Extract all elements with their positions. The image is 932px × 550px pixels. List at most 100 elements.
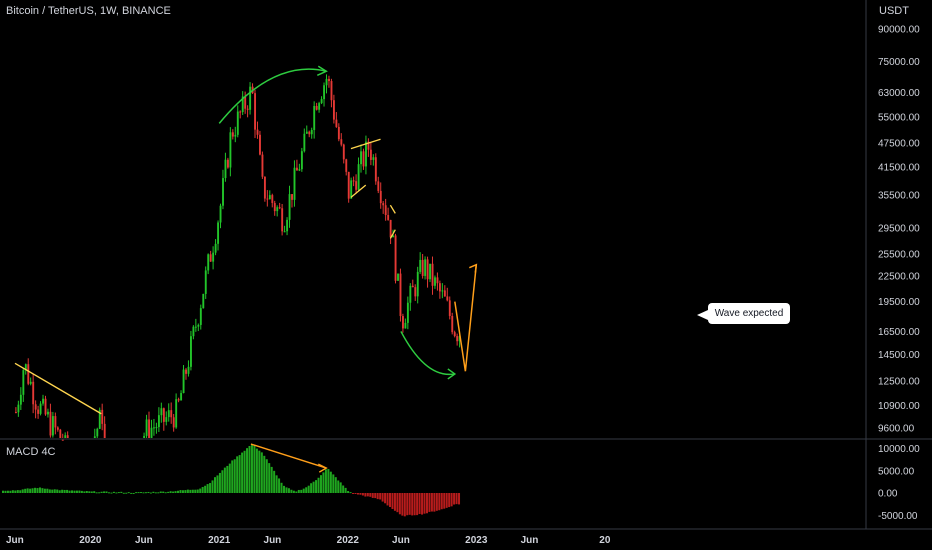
histogram-bar-negative — [391, 493, 394, 509]
histogram-bar-positive — [186, 489, 189, 493]
histogram-bar-positive — [263, 455, 266, 493]
histogram-bar-negative — [408, 493, 411, 515]
candle-body — [330, 81, 333, 101]
histogram-bar-negative — [416, 493, 419, 516]
candle-body — [362, 151, 365, 167]
histogram-bar-positive — [132, 492, 135, 494]
candle-body — [315, 105, 318, 110]
histogram-bar-positive — [213, 477, 216, 493]
candle-body — [426, 259, 429, 280]
histogram-bar-positive — [144, 492, 147, 494]
histogram-bar-negative — [455, 493, 458, 505]
histogram-bar-negative — [381, 493, 384, 502]
candle-body — [303, 133, 306, 152]
histogram-bar-positive — [268, 463, 271, 493]
histogram-bar-positive — [24, 488, 27, 493]
candle-body — [340, 139, 343, 145]
histogram-bar-positive — [41, 488, 44, 493]
candle-body — [320, 99, 323, 104]
wave-expected-callout[interactable]: Wave expected — [708, 303, 790, 324]
histogram-bar-positive — [93, 491, 96, 493]
histogram-bar-positive — [177, 490, 180, 493]
histogram-bar-positive — [85, 490, 88, 493]
histogram-bar-positive — [280, 482, 283, 493]
histogram-bar-positive — [75, 490, 78, 493]
candle-body — [261, 154, 264, 177]
candle-body — [357, 164, 360, 190]
histogram-bar-positive — [80, 490, 83, 493]
candle-body — [276, 207, 279, 212]
candle-body — [47, 411, 49, 415]
candle-body — [61, 439, 64, 441]
histogram-bar-positive — [246, 448, 249, 493]
histogram-bar-positive — [122, 492, 125, 494]
candlestick-series — [15, 74, 461, 441]
candle-body — [414, 287, 417, 297]
bottom-arc-arrowhead — [447, 368, 457, 380]
candle-body — [197, 324, 200, 327]
candle-body — [281, 208, 284, 232]
candle-body — [212, 252, 215, 262]
indicator-label[interactable]: MACD 4C — [6, 446, 56, 458]
macd-axis: 10000.00 5000.00 0.00 -5000.00 — [878, 444, 920, 522]
histogram-bar-positive — [226, 465, 229, 493]
candle-body — [441, 290, 444, 292]
candle-body — [429, 263, 432, 280]
candle-body — [259, 134, 261, 155]
histogram-bar-negative — [445, 493, 448, 508]
price-tick-label: 10900.00 — [878, 401, 920, 412]
candle-body — [219, 205, 222, 223]
histogram-bar-positive — [260, 452, 263, 493]
candle-body — [335, 119, 338, 127]
candle-body — [355, 181, 358, 190]
histogram-bar-positive — [164, 492, 167, 494]
macd-histogram — [2, 444, 461, 517]
candle-body — [244, 96, 247, 109]
candle-body — [377, 181, 380, 191]
price-tick-label: 29500.00 — [878, 223, 920, 234]
candle-body — [411, 285, 414, 288]
time-tick-label: 20 — [599, 535, 611, 546]
histogram-bar-positive — [71, 490, 74, 493]
histogram-bar-positive — [319, 475, 322, 493]
histogram-bar-positive — [56, 489, 59, 493]
histogram-bar-negative — [398, 493, 401, 515]
time-tick-label: Jun — [264, 535, 282, 546]
histogram-bar-positive — [88, 491, 91, 493]
histogram-bar-positive — [191, 489, 194, 493]
candle-body — [379, 190, 382, 204]
histogram-bar-positive — [174, 491, 177, 493]
histogram-bar-positive — [58, 490, 61, 493]
histogram-bar-negative — [356, 493, 359, 495]
candle-body — [202, 293, 205, 309]
candle-body — [66, 435, 69, 438]
candle-body — [27, 364, 30, 384]
histogram-bar-positive — [112, 491, 115, 493]
candle-body — [448, 300, 451, 316]
candle-body — [22, 370, 25, 395]
candle-body — [263, 176, 266, 199]
price-tick-label: 63000.00 — [878, 88, 920, 99]
histogram-bar-positive — [105, 491, 108, 493]
histogram-bar-negative — [352, 493, 355, 494]
histogram-bar-negative — [379, 493, 382, 500]
histogram-bar-negative — [440, 493, 443, 510]
histogram-bar-positive — [117, 492, 120, 494]
macd-tick-label: 5000.00 — [878, 466, 915, 477]
histogram-bar-negative — [458, 493, 461, 505]
histogram-bar-positive — [221, 470, 224, 493]
price-axis: 90000.00 75000.00 63000.00 55000.00 47500.00… — [878, 25, 920, 435]
callout-pointer — [697, 310, 708, 320]
histogram-bar-positive — [287, 488, 290, 493]
candle-body — [143, 435, 146, 438]
histogram-bar-positive — [332, 474, 335, 493]
histogram-bar-negative — [435, 493, 438, 511]
histogram-bar-positive — [125, 492, 128, 494]
downtrend-line — [14, 362, 102, 415]
histogram-bar-positive — [290, 489, 293, 493]
candle-body — [231, 132, 234, 137]
candle-body — [332, 100, 335, 120]
candle-body — [256, 129, 259, 135]
histogram-bar-negative — [371, 493, 374, 498]
